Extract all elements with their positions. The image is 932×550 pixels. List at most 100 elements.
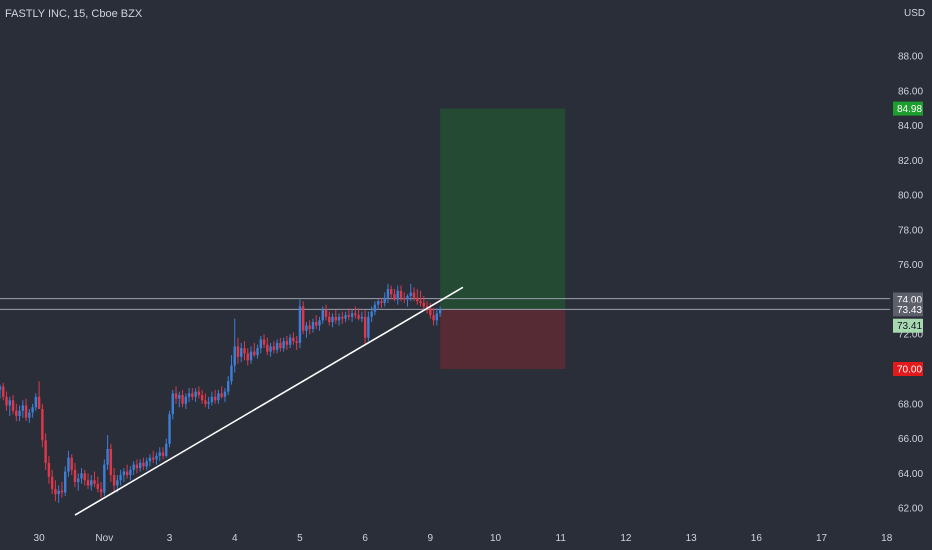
candle	[256, 344, 259, 359]
candle-body	[119, 475, 122, 481]
candle	[152, 450, 155, 463]
candle	[282, 337, 285, 352]
last-price-tag-bg	[893, 318, 923, 333]
time-axis[interactable]: 30 Nov 3 4 5 6 9 10 11 12 13 16 17 18	[34, 533, 893, 544]
candle-body	[321, 309, 324, 321]
candle	[21, 400, 25, 418]
candle	[37, 381, 41, 409]
entry-price-tag[interactable]: 73.43	[893, 302, 923, 317]
time-tick-label: 18	[881, 533, 893, 544]
long-position-target-zone[interactable]	[440, 108, 566, 310]
candle	[363, 309, 367, 345]
candle-body	[152, 457, 155, 460]
candle	[393, 289, 396, 302]
candle-body	[103, 464, 106, 493]
candle	[8, 396, 11, 416]
candle	[422, 295, 426, 310]
candle-body	[399, 290, 403, 298]
price-axis[interactable]: 62.00 64.00 66.00 68.00 70.00 72.00 74.00 76.00…	[898, 52, 923, 515]
candle-body	[350, 313, 354, 317]
target-price-tag-bg	[893, 101, 923, 116]
candle-body	[11, 400, 15, 411]
trendline[interactable]	[74, 286, 464, 516]
candle-body	[328, 316, 331, 323]
candle	[34, 393, 38, 411]
target-price-tag[interactable]: 84.98	[893, 101, 923, 116]
candle-body	[57, 490, 60, 495]
candle-body	[67, 457, 70, 472]
candle-body	[233, 346, 236, 366]
candle	[236, 337, 240, 364]
candle-body	[259, 339, 263, 349]
candle-body	[227, 381, 230, 392]
candle	[28, 408, 31, 423]
entry-price-tag-bg	[893, 302, 923, 317]
candle	[425, 301, 429, 314]
candle-body	[292, 337, 295, 342]
candle-body	[158, 452, 161, 456]
candle-body	[174, 393, 178, 399]
candle	[191, 388, 194, 401]
candle-body	[363, 316, 367, 338]
candle-body	[34, 396, 38, 408]
candle-body	[412, 292, 416, 298]
candle-body	[181, 395, 184, 404]
candle	[119, 469, 122, 486]
candle	[145, 457, 148, 470]
candle	[122, 468, 126, 483]
candle-body	[315, 322, 318, 326]
candle-body	[129, 469, 132, 476]
candle-body	[93, 480, 96, 484]
candle	[253, 342, 256, 357]
price-tick-label: 68.00	[898, 399, 923, 410]
candle-body	[334, 316, 337, 321]
candle	[11, 395, 15, 415]
stop-price-tag[interactable]: 70.00	[893, 362, 923, 377]
candle-body	[376, 301, 380, 305]
price-tick-label: 80.00	[898, 191, 923, 202]
candle	[288, 334, 292, 349]
candle	[174, 386, 178, 404]
candle	[279, 337, 282, 352]
candle	[246, 348, 249, 366]
time-tick-label: 11	[556, 533, 567, 544]
candle	[70, 454, 73, 476]
candle-body	[165, 443, 168, 456]
candle	[262, 334, 266, 349]
candle-body	[301, 306, 305, 331]
price-tick-label: 76.00	[898, 260, 923, 271]
candle-body	[37, 396, 41, 409]
candle	[269, 342, 272, 357]
candle	[324, 304, 328, 321]
candle-body	[80, 473, 83, 479]
chart-title: FASTLY INC, 15, Cboe BZX	[5, 8, 143, 20]
candle-body	[240, 348, 243, 357]
candle	[357, 308, 360, 321]
last-price-tag[interactable]: 73.41	[893, 318, 923, 333]
candle	[178, 391, 181, 408]
candle-body	[380, 301, 383, 303]
candle-body	[406, 295, 409, 300]
candle-body	[220, 393, 223, 397]
stop-price-tag-label: 70.00	[897, 365, 922, 376]
candle-body	[256, 348, 259, 356]
candle	[197, 386, 201, 399]
candle-body	[2, 386, 5, 397]
candle	[390, 285, 393, 300]
candle-body	[288, 337, 292, 345]
candle	[227, 375, 230, 396]
long-position-stop-zone[interactable]	[440, 309, 566, 370]
candle-body	[178, 395, 181, 399]
candle	[321, 306, 324, 324]
candle-body	[331, 316, 334, 323]
candle-body	[318, 320, 321, 326]
candle	[409, 283, 412, 302]
candle-body	[99, 488, 103, 493]
candle-body	[207, 402, 210, 404]
candle-body	[70, 457, 73, 470]
candle	[360, 311, 364, 323]
candle-body	[403, 297, 406, 300]
candle-body	[5, 396, 8, 406]
